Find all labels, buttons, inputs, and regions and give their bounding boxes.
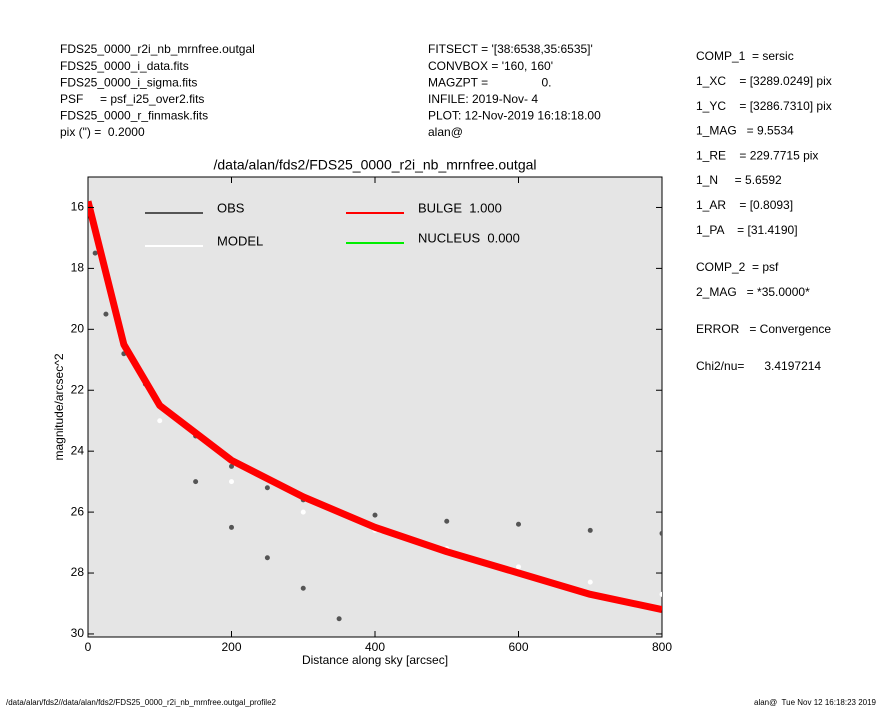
data-point xyxy=(229,524,234,530)
y-axis-label: magnitude/arcsec^2 xyxy=(52,353,66,460)
data-point xyxy=(300,585,306,591)
header-middle-line: alan@ xyxy=(428,125,463,139)
header-right-line: 1_RE = 229.7715 pix xyxy=(696,148,818,162)
y-tick-label: 26 xyxy=(71,504,85,518)
bulge-curve xyxy=(88,200,662,614)
header-left-line: FDS25_0000_r_finmask.fits xyxy=(60,109,208,123)
header-left-line: FDS25_0000_i_data.fits xyxy=(60,59,189,73)
header-right-line: COMP_2 = psf xyxy=(696,260,779,274)
y-tick-label: 18 xyxy=(71,261,85,275)
header-left-line: FDS25_0000_i_sigma.fits xyxy=(60,75,197,89)
data-point xyxy=(516,521,521,527)
chart-title: /data/alan/fds2/FDS25_0000_r2i_nb_mrnfre… xyxy=(214,157,537,173)
header-left-line: FDS25_0000_r2i_nb_mrnfree.outgal xyxy=(60,42,255,56)
header-right-line: 2_MAG = *35.0000* xyxy=(696,285,810,299)
y-tick-label: 16 xyxy=(71,200,85,214)
legend-label: MODEL xyxy=(217,233,263,248)
header-middle-line: PLOT: 12-Nov-2019 16:18:18.00 xyxy=(428,109,601,123)
footer-left: /data/alan/fds2//data/alan/fds2/FDS25_00… xyxy=(6,698,277,707)
y-tick-label: 20 xyxy=(71,321,85,335)
header-right-line: 1_YC = [3286.7310] pix xyxy=(696,99,832,113)
plot-area xyxy=(88,200,662,622)
y-tick-label: 22 xyxy=(71,382,85,396)
footer-right: alan@ Tue Nov 12 16:18:23 2019 xyxy=(754,698,877,707)
data-point xyxy=(157,418,163,424)
x-tick-label: 400 xyxy=(365,640,385,654)
data-point xyxy=(300,509,306,515)
data-point xyxy=(103,311,109,317)
header-right-line: Chi2/nu= 3.4197214 xyxy=(696,359,821,373)
header-middle-line: INFILE: 2019-Nov- 4 xyxy=(428,92,538,106)
y-tick-label: 28 xyxy=(71,565,85,579)
data-point xyxy=(659,591,662,597)
data-point xyxy=(516,564,521,570)
data-point xyxy=(193,479,199,485)
data-point xyxy=(444,518,450,524)
plot-background xyxy=(87,176,663,638)
header-right-line: COMP_1 = sersic xyxy=(696,49,794,63)
header-right-line: 1_AR = [0.8093] xyxy=(696,198,793,212)
legend-label: OBS xyxy=(217,200,245,215)
data-point xyxy=(229,463,234,469)
data-point xyxy=(92,250,98,256)
data-point xyxy=(587,579,593,585)
header-right-line: 1_N = 5.6592 xyxy=(696,173,782,187)
legend-label: BULGE 1.000 xyxy=(418,200,502,215)
header-left-line: PSF = psf_i25_over2.fits xyxy=(60,92,204,106)
x-tick-label: 200 xyxy=(221,640,241,654)
data-point xyxy=(264,555,270,561)
header-right-line: ERROR = Convergence xyxy=(696,322,831,336)
y-tick-label: 30 xyxy=(71,626,85,640)
header-middle-line: FITSECT = '[38:6538,35:6535]' xyxy=(428,42,593,56)
data-point xyxy=(659,530,662,536)
x-tick-label: 800 xyxy=(652,640,672,654)
x-axis-label: Distance along sky [arcsec] xyxy=(302,653,448,667)
legend-label: NUCLEUS 0.000 xyxy=(418,230,520,245)
x-tick-label: 0 xyxy=(85,640,92,654)
header-left-line: pix (") = 0.2000 xyxy=(60,125,145,139)
data-point xyxy=(336,616,342,622)
header-right-line: 1_MAG = 9.5534 xyxy=(696,124,794,138)
data-point xyxy=(372,512,378,518)
header-middle-line: MAGZPT = 0. xyxy=(428,75,551,89)
data-point xyxy=(264,485,270,491)
x-tick-label: 600 xyxy=(508,640,528,654)
header-right-line: 1_XC = [3289.0249] pix xyxy=(696,74,832,88)
header-middle-line: CONVBOX = '160, 160' xyxy=(428,59,553,73)
data-point xyxy=(587,527,593,533)
header-right-line: 1_PA = [31.4190] xyxy=(696,223,798,237)
y-tick-label: 24 xyxy=(71,443,85,457)
data-point xyxy=(229,479,234,485)
